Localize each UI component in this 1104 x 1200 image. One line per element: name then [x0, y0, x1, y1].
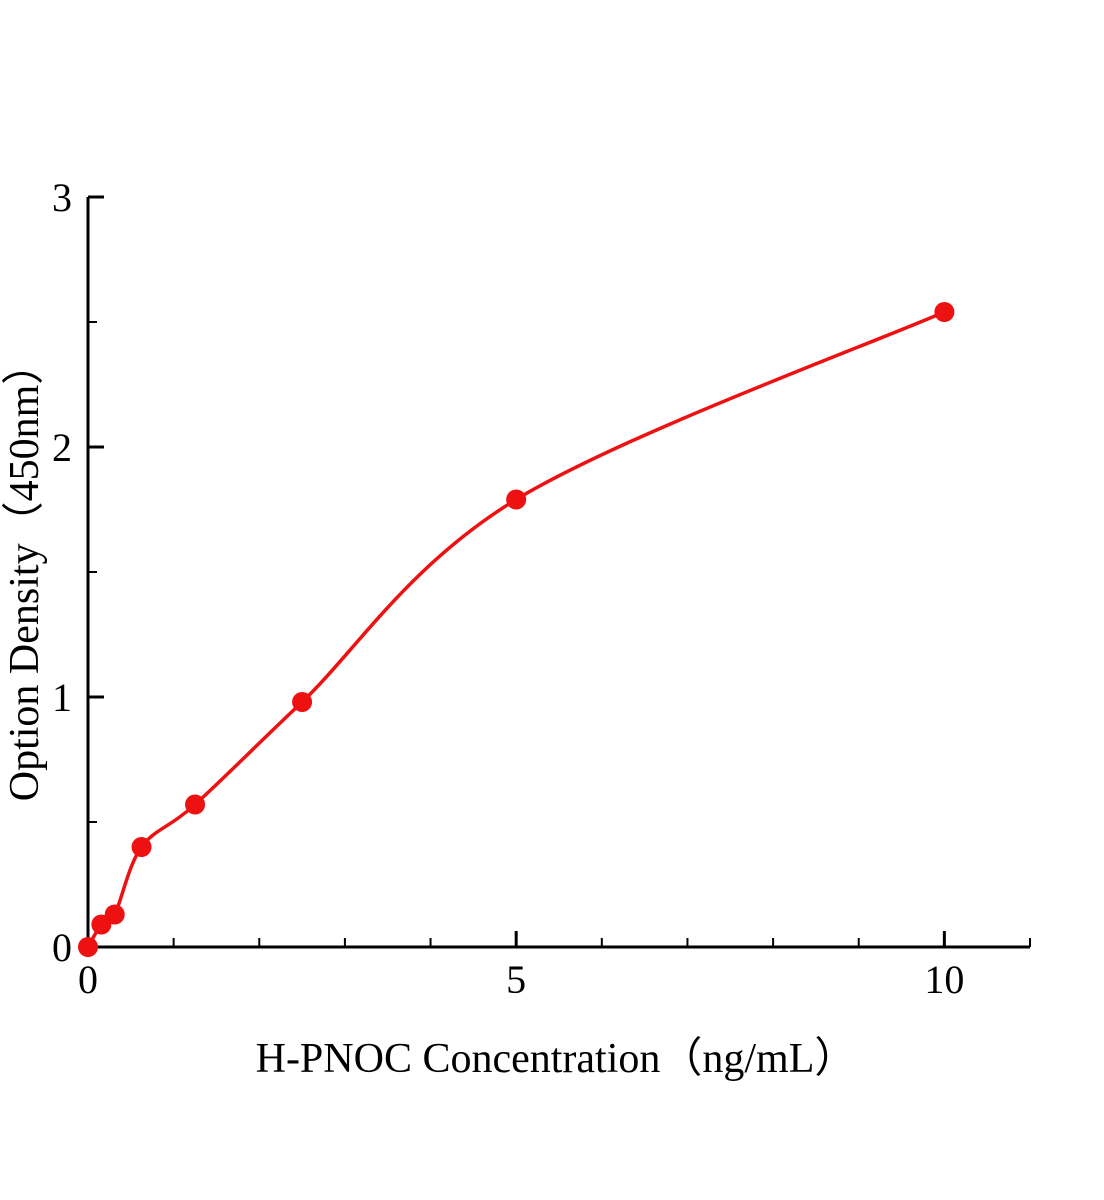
tick-marks — [86, 195, 1031, 949]
x-tick-label: 5 — [506, 957, 526, 1002]
data-point — [78, 937, 98, 957]
data-point — [934, 302, 955, 322]
y-tick-label: 0 — [52, 925, 72, 970]
y-tick-label: 1 — [52, 675, 72, 720]
axes — [86, 197, 1030, 949]
data-point — [292, 692, 313, 712]
data-point — [104, 904, 125, 925]
y-tick-label: 3 — [52, 175, 72, 220]
data-point — [506, 489, 527, 510]
x-axis-title: H-PNOC Concentration（ng/mL） — [256, 1036, 857, 1082]
tick-labels: 0 5 10 0 1 2 3 — [52, 175, 964, 1002]
x-tick-label: 10 — [924, 957, 964, 1002]
y-axis-title: Option Density（450nm） — [2, 343, 48, 802]
y-tick-label: 2 — [52, 425, 72, 470]
fit-curve-layer — [86, 310, 947, 949]
data-point — [185, 794, 206, 815]
data-point — [131, 837, 152, 857]
data-points-layer — [78, 302, 955, 957]
x-tick-label: 0 — [78, 957, 98, 1002]
fit-curve — [86, 310, 947, 949]
